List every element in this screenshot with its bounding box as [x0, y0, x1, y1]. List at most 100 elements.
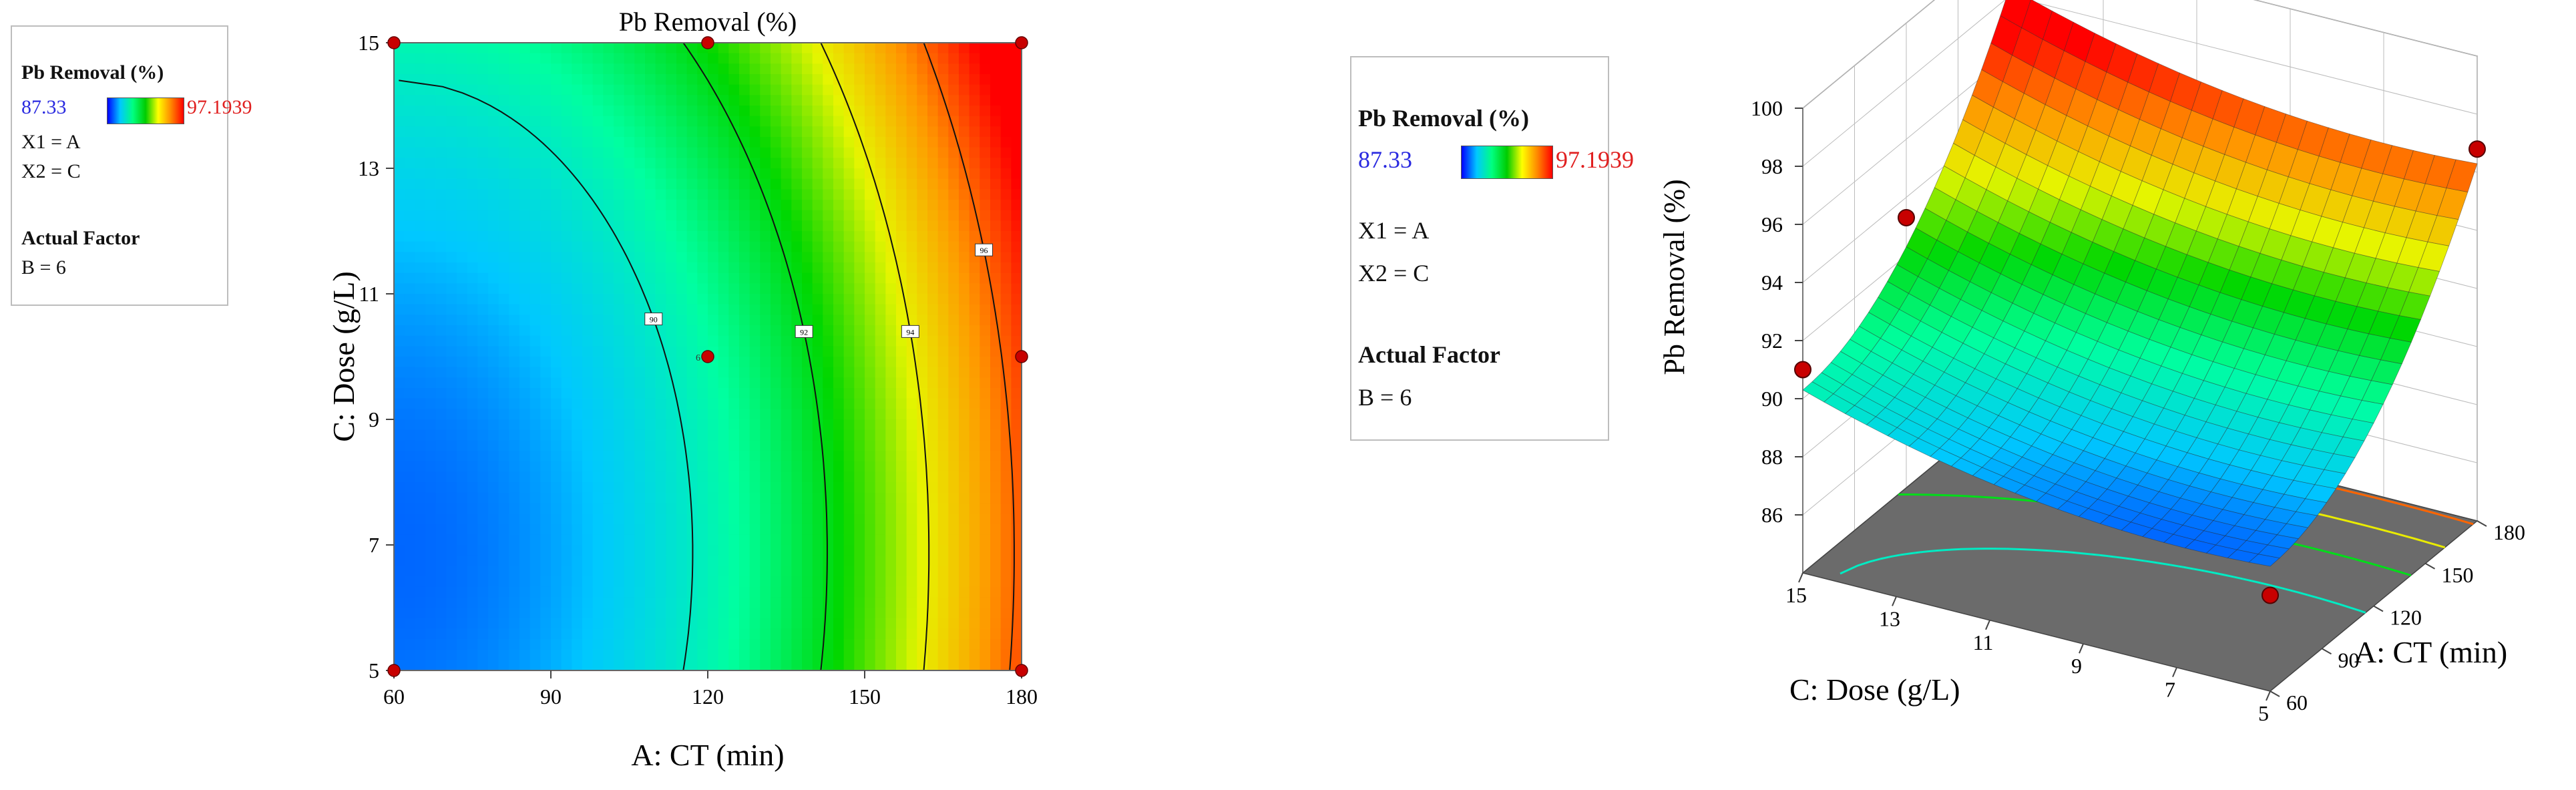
contour-cell	[791, 43, 803, 54]
contour-cell	[802, 545, 813, 556]
contour-cell	[498, 53, 510, 65]
contour-cell	[771, 210, 782, 222]
contour-cell	[645, 377, 656, 389]
contour-cell	[896, 514, 907, 525]
contour-cell	[791, 398, 803, 410]
contour-cell	[540, 241, 552, 253]
contour-cell	[572, 262, 583, 274]
contour-cell	[708, 545, 719, 556]
contour-cell	[394, 608, 405, 619]
contour-cell	[739, 315, 750, 326]
contour-cell	[760, 514, 771, 525]
contour-cell	[739, 461, 750, 473]
contour-cell	[467, 262, 479, 274]
contour-cell	[561, 555, 573, 567]
contour-cell	[760, 409, 771, 420]
contour-cell	[467, 377, 479, 389]
contour-cell	[519, 618, 531, 630]
contour-cell	[875, 451, 887, 462]
contour-cell	[582, 346, 594, 357]
contour-cell	[425, 106, 437, 117]
contour-cell	[477, 210, 489, 222]
contour-cell	[906, 618, 918, 630]
contour-cell	[833, 335, 845, 347]
contour-cell	[980, 461, 991, 473]
contour-cell	[488, 74, 499, 85]
contour-cell	[917, 524, 928, 536]
contour-cell	[959, 53, 970, 65]
contour-cell	[1011, 116, 1022, 128]
contour-cell	[394, 534, 405, 546]
contour-cell	[937, 95, 949, 106]
contour-cell	[467, 63, 479, 75]
contour-cell	[446, 482, 457, 493]
contour-cell	[425, 367, 437, 379]
contour-cell	[394, 545, 405, 556]
contour-cell	[582, 106, 594, 117]
contour-cell	[875, 63, 887, 75]
contour-cell	[1011, 74, 1022, 85]
contour-cell	[843, 283, 855, 294]
contour-cell	[551, 492, 562, 504]
contour-cell	[906, 409, 918, 420]
contour-cell	[435, 200, 447, 211]
contour-cell	[561, 147, 573, 159]
contour-cell	[708, 262, 719, 274]
contour-cell	[592, 524, 604, 536]
contour-cell	[457, 534, 468, 546]
contour-cell	[686, 357, 698, 368]
contour-cell	[749, 409, 761, 420]
contour-cell	[760, 63, 771, 75]
contour-cell	[875, 189, 887, 200]
contour-cell	[1011, 628, 1022, 640]
contour-cell	[969, 388, 981, 399]
contour-cell	[823, 440, 834, 451]
contour-cell	[697, 461, 708, 473]
contour-cell	[1011, 200, 1022, 211]
contour-cell	[990, 43, 1002, 54]
contour-cell	[498, 555, 510, 567]
contour-cell	[771, 555, 782, 567]
contour-cell	[614, 503, 625, 514]
contour-cell	[394, 514, 405, 525]
contour-cell	[1000, 43, 1012, 54]
contour-cell	[896, 440, 907, 451]
contour-cell	[708, 304, 719, 316]
contour-cell	[697, 315, 708, 326]
contour-cell	[843, 294, 855, 305]
contour-cell	[718, 178, 730, 190]
contour-cell	[1000, 586, 1012, 598]
contour-cell	[686, 63, 698, 75]
contour-cell	[509, 147, 520, 159]
contour-cell	[582, 200, 594, 211]
contour-cell	[488, 597, 499, 608]
contour-cell	[865, 660, 876, 670]
contour-cell	[529, 74, 542, 85]
contour-cell	[624, 514, 636, 525]
contour-cell	[833, 534, 845, 546]
contour-cell	[435, 262, 447, 274]
contour-cell	[739, 451, 750, 462]
contour-cell	[854, 388, 865, 399]
contour-cell	[582, 534, 594, 546]
contour-cell	[676, 53, 688, 65]
contour-cell	[980, 440, 991, 451]
contour-cell	[551, 43, 562, 54]
contour-cell	[875, 200, 887, 211]
contour-cell	[917, 220, 928, 232]
contour-cell	[959, 241, 970, 253]
contour-cell	[854, 586, 865, 598]
contour-cell	[728, 147, 740, 159]
contour-cell	[791, 84, 803, 96]
contour-cell	[572, 597, 583, 608]
contour-cell	[477, 503, 489, 514]
contour-cell	[645, 514, 656, 525]
contour-cell	[404, 492, 416, 504]
contour-cell	[655, 377, 667, 389]
contour-cell	[990, 534, 1002, 546]
contour-cell	[551, 147, 562, 159]
contour-cell	[896, 189, 907, 200]
contour-cell	[603, 367, 614, 379]
contour-cell	[676, 471, 688, 483]
contour-cell	[843, 84, 855, 96]
